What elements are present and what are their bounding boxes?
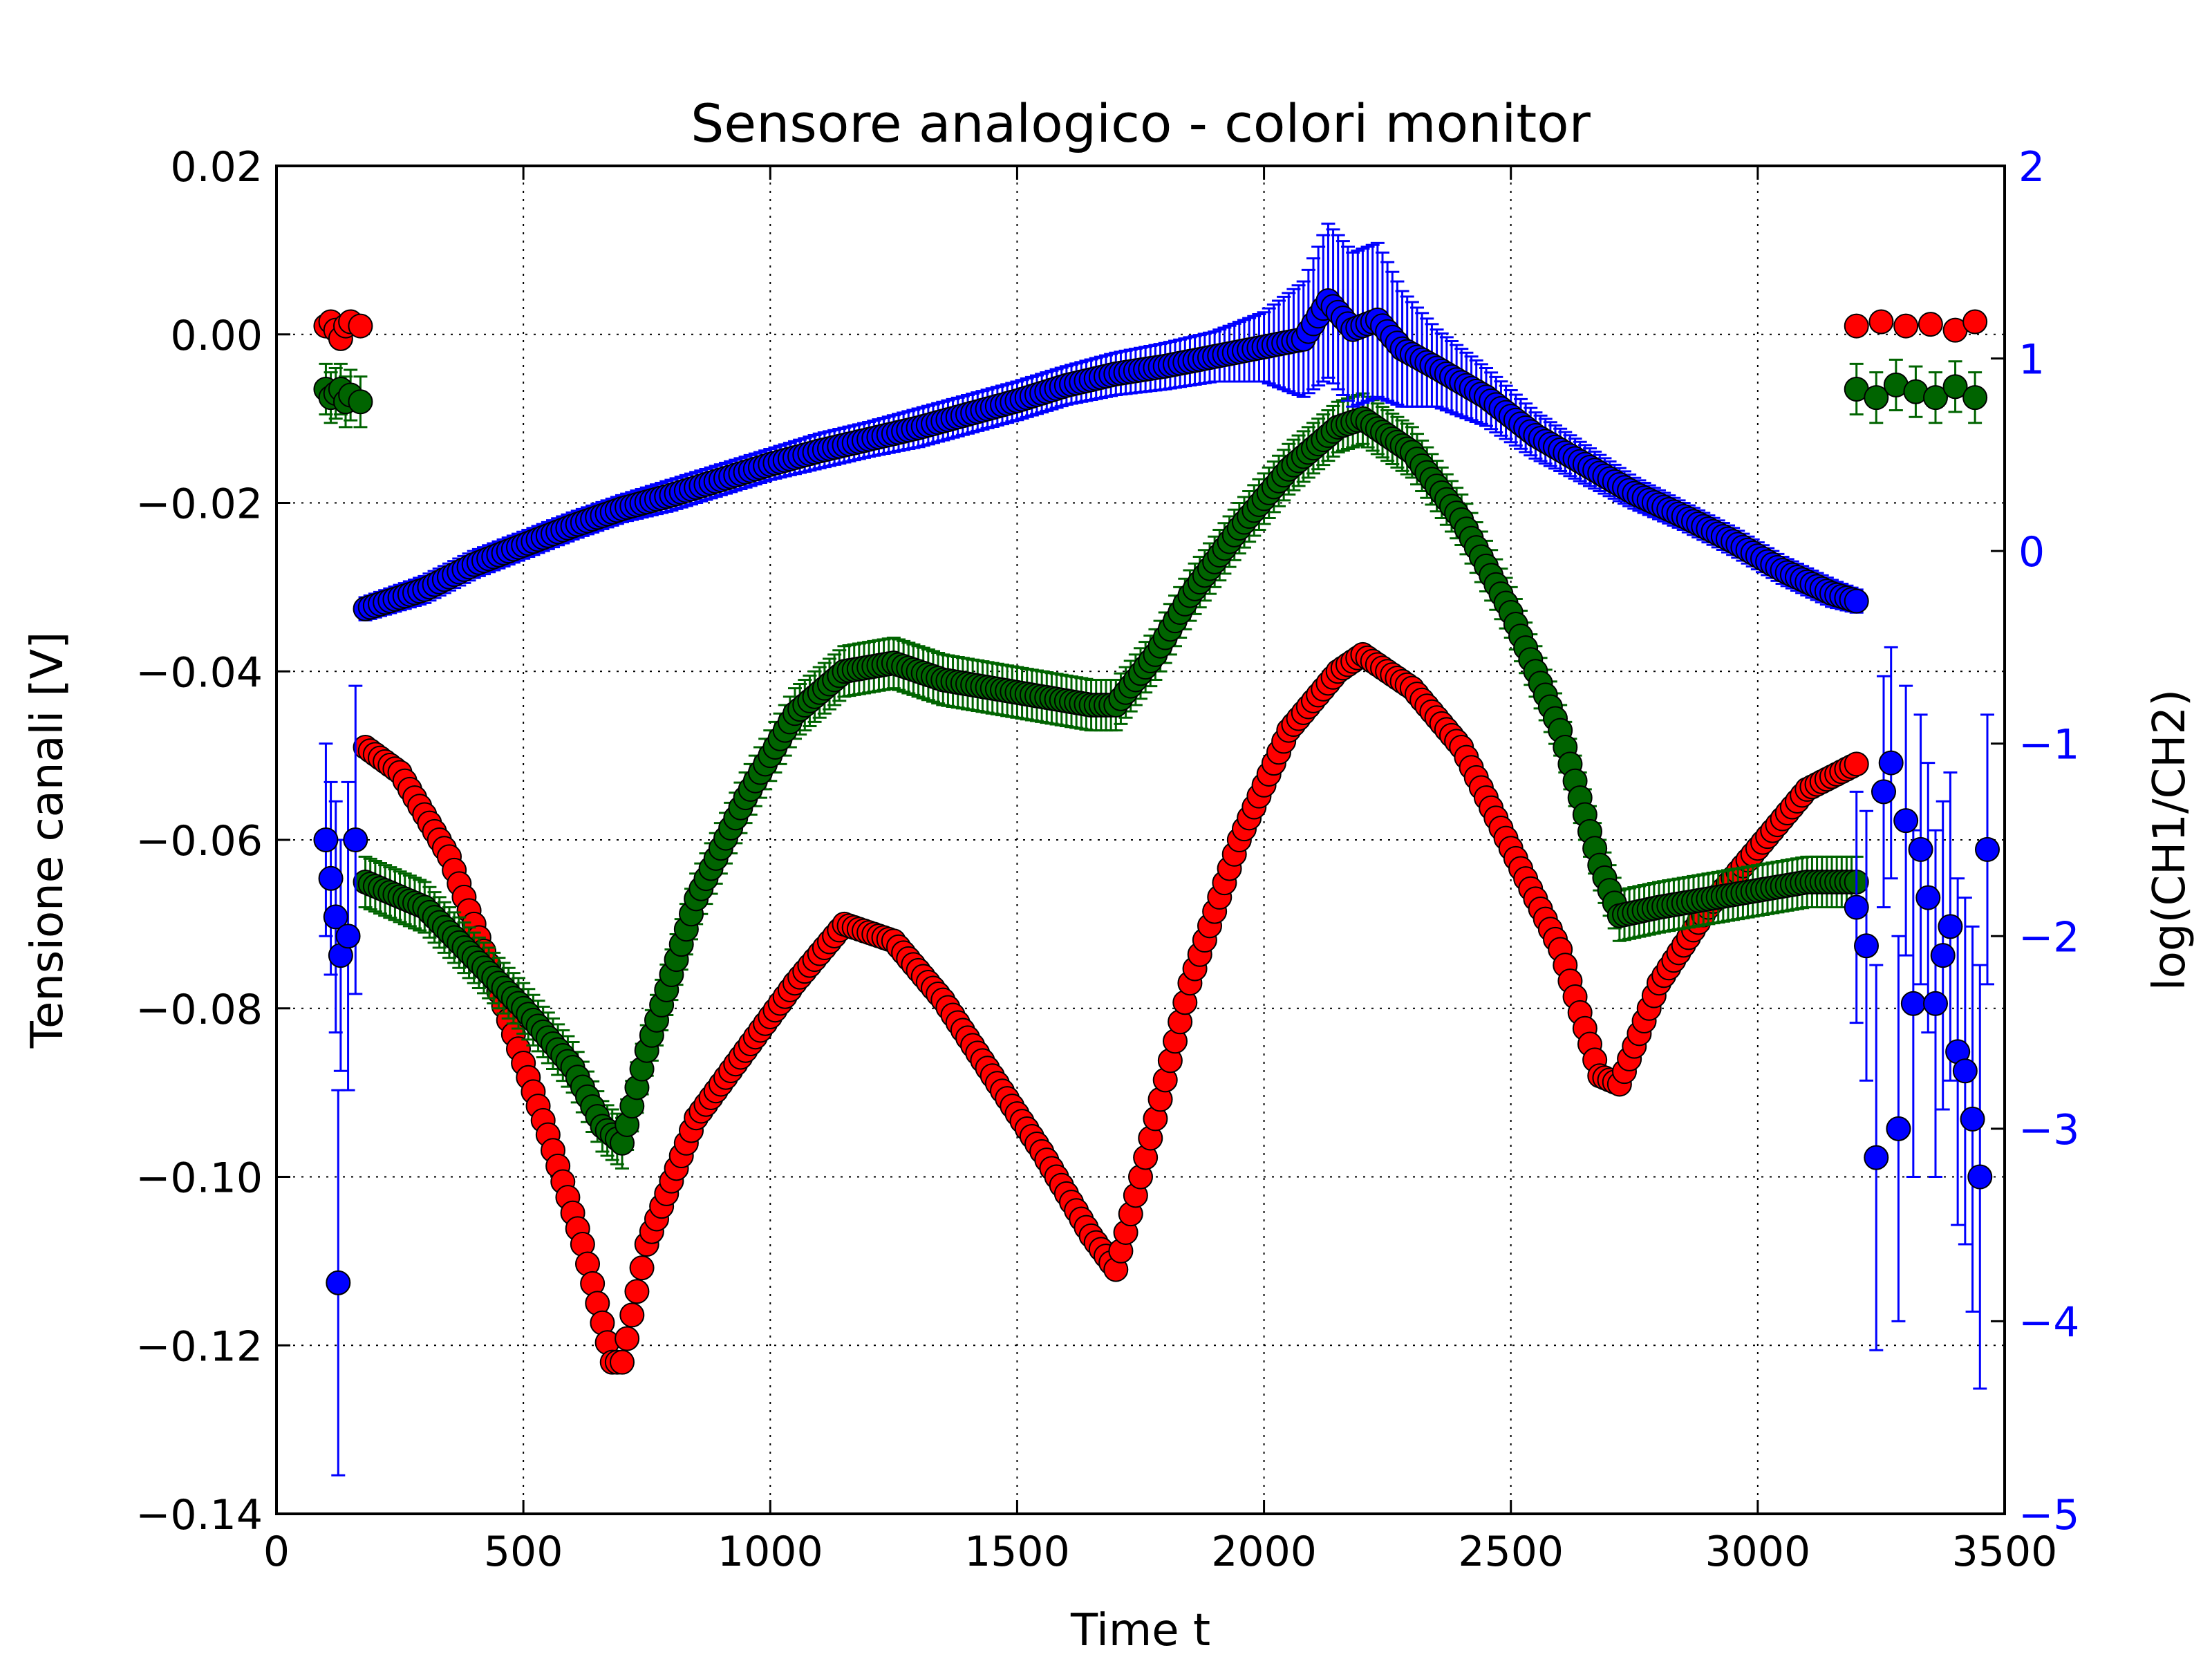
data-point [1952,1058,1978,1084]
data-point [1923,385,1948,411]
x-tick-label: 3500 [1952,1528,2058,1576]
data-point [1942,374,1968,400]
series-layer [313,223,2000,1477]
data-point [313,827,339,852]
y-tick-label: −0.08 [135,986,263,1034]
data-point [1844,588,1869,614]
data-point [1960,1106,1985,1132]
x-tick-label: 1500 [964,1528,1070,1576]
y-right-tick-label: 1 [2018,336,2045,384]
data-point [1938,914,1963,939]
data-point [1930,943,1956,968]
x-tick-label: 1000 [718,1528,823,1576]
x-axis: 0 500 1000 1500 2000 2500 3000 3500 [263,166,2057,1576]
data-point [619,1302,645,1328]
y-right-tick-label: 0 [2018,528,2045,577]
data-point [348,389,373,415]
data-point [1893,313,1919,339]
y-axis-label: Tensione canali [V] [22,632,73,1049]
data-point [348,313,373,339]
data-point [1878,750,1904,776]
data-point [1962,385,1988,411]
data-point [615,1326,640,1351]
data-point [629,1255,655,1281]
x-axis-label: Time t [1070,1605,1210,1656]
data-point [624,1279,650,1304]
data-point [1962,309,1988,335]
data-point [1864,385,1889,411]
data-point [1844,313,1869,339]
y-tick-label: −0.10 [135,1154,263,1203]
y-tick-label: −0.14 [135,1491,263,1539]
x-tick-label: 500 [484,1528,563,1576]
data-point [1854,933,1879,959]
y-tick-label: −0.04 [135,648,263,697]
y-right-tick-label: 2 [2018,143,2045,191]
data-point [1923,991,1948,1016]
x-tick-label: 3000 [1705,1528,1811,1576]
data-point [343,827,368,852]
x-tick-label: 0 [263,1528,290,1576]
series-0 [313,309,1988,1375]
data-point [326,1270,351,1295]
y-right-tick-label: −1 [2018,721,2079,769]
data-point [1975,836,2000,862]
y-tick-label: 0.02 [170,143,263,191]
data-point [610,1349,635,1375]
y-right-tick-label: −5 [2018,1491,2079,1539]
x-tick-label: 2000 [1211,1528,1317,1576]
data-point [1871,779,1896,805]
data-point [1864,1145,1889,1170]
y-right-tick-label: −4 [2018,1298,2079,1347]
y-tick-label: 0.00 [170,312,263,360]
data-point [1893,808,1919,834]
data-point [1844,894,1869,920]
y-tick-label: −0.02 [135,480,263,529]
series-1 [313,358,1988,1170]
chart-title: Sensore analogico - colori monitor [691,93,1591,154]
y-right-tick-label: −3 [2018,1106,2079,1154]
data-point [1900,991,1926,1016]
data-point [1844,751,1869,777]
y-axis-right-label: log(CH1/CH2) [2144,689,2195,991]
y-axis-right: 2 1 0 −1 −2 −3 −4 −5 [1991,143,2079,1539]
data-point [1915,885,1941,910]
y-tick-label: −0.06 [135,817,263,865]
y-right-tick-label: −2 [2018,913,2079,962]
data-point [335,924,361,949]
series-2 [313,223,2000,1477]
data-point [1918,312,1943,337]
y-tick-label: −0.12 [135,1322,263,1371]
data-point [1868,309,1894,335]
data-point [318,865,344,891]
y-axis-left: 0.02 0.00 −0.02 −0.04 −0.06 −0.08 −0.10 −0.12 −0… [135,143,290,1539]
data-point [1886,1116,1911,1141]
data-point [323,904,348,930]
data-point [1967,1164,1993,1190]
x-tick-label: 2500 [1458,1528,1564,1576]
data-point [1908,836,1933,862]
